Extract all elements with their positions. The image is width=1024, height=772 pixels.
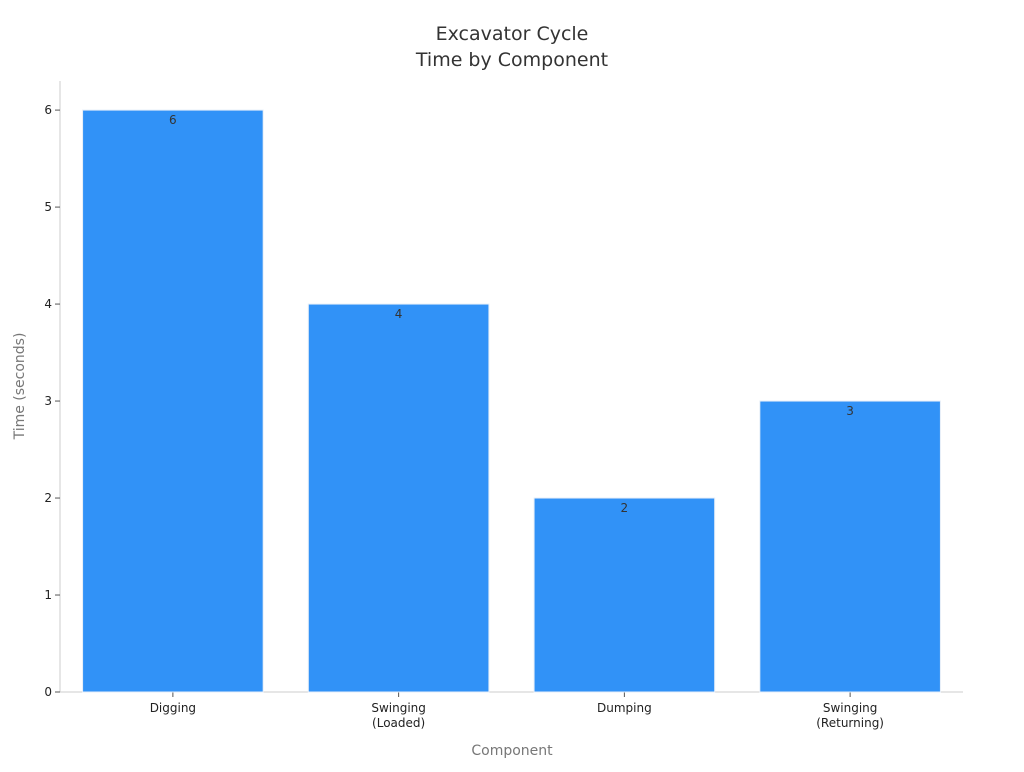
chart-title-line: Time by Component (415, 49, 608, 71)
y-tick-label: 3 (44, 394, 52, 408)
bar (82, 109, 264, 693)
x-tick-label: Swinging (Loaded) (371, 701, 426, 730)
x-tick-label-line: Dumping (597, 701, 652, 715)
y-tick-label: 0 (44, 685, 52, 699)
y-tick-label: 2 (44, 491, 52, 505)
bar-value-label: 4 (395, 307, 403, 321)
x-tick-label-line: Digging (150, 701, 196, 715)
bar-value-label: 6 (169, 113, 177, 127)
x-tick-label: Swinging (Returning) (816, 701, 884, 730)
y-axis-title: Time (seconds) (12, 333, 28, 441)
bar (533, 497, 716, 693)
y-tick-label: 5 (44, 200, 52, 214)
bars (82, 109, 941, 693)
x-tick-label-line: (Loaded) (372, 716, 425, 730)
y-tick-label: 1 (44, 588, 52, 602)
x-axis-title: Component (471, 743, 553, 759)
x-tick-label: Dumping (597, 701, 652, 715)
x-tick-label-line: Swinging (823, 701, 878, 715)
y-tick-label: 4 (44, 297, 52, 311)
y-tick-label: 6 (44, 103, 52, 117)
data-labels: 6 4 2 3 (169, 113, 854, 515)
x-axis: Digging Swinging (Loaded)Dumping Swinging (R… (60, 691, 963, 730)
x-tick-label-line: Swinging (371, 701, 426, 715)
chart-title-line: Excavator Cycle (436, 23, 589, 45)
bar-value-label: 2 (621, 501, 629, 515)
bar-value-label: 3 (846, 404, 854, 418)
chart-title: Excavator Cycle Time by Component (415, 23, 608, 71)
bar (759, 400, 941, 693)
y-axis: 0 1 2 3 4 5 6 (44, 81, 61, 699)
bar (307, 303, 490, 693)
x-tick-label: Digging (150, 701, 196, 715)
x-tick-label-line: (Returning) (816, 716, 884, 730)
